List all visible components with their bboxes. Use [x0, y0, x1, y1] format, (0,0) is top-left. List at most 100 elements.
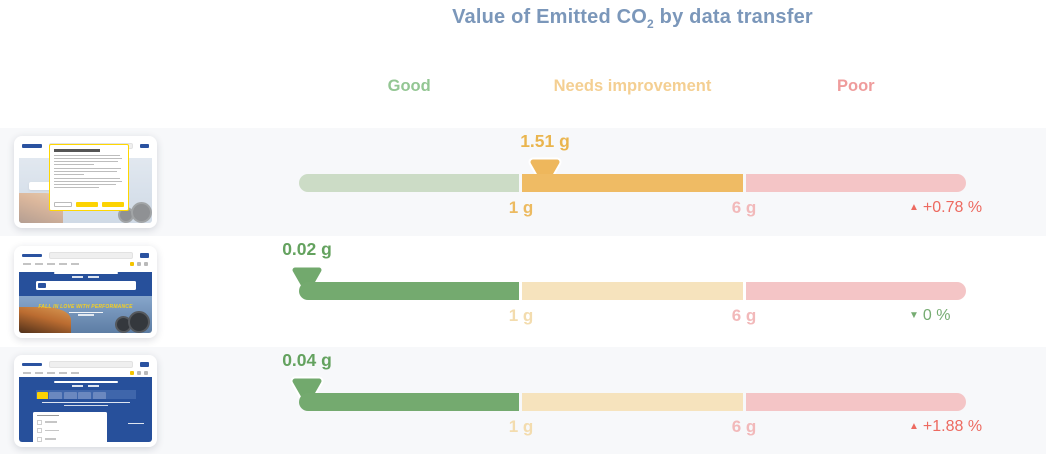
tab [92, 391, 106, 399]
gauge-tick-1g: 1 g [508, 306, 534, 325]
co2-gauge: 0.04 g 1 g 6 g ▲ +1.88 % [282, 347, 982, 454]
input-icon [37, 282, 46, 288]
gauge-tick-1g: 1 g [508, 417, 534, 436]
section-links [19, 385, 152, 387]
mini-nav-bar [19, 260, 152, 268]
nav-item [23, 372, 31, 374]
mini-browser-screenshot [19, 141, 152, 223]
trend-up-icon: ▲ [909, 421, 919, 432]
cookie-decline-button [54, 202, 72, 207]
text-line [54, 173, 84, 176]
gauge-segment-needs-improvement [522, 393, 743, 411]
cookie-consent-dialog [49, 144, 129, 211]
autumn-landscape-image [19, 306, 71, 333]
nav-item [59, 372, 67, 374]
hero-subline [68, 311, 103, 313]
michelin-logo [22, 253, 42, 258]
section-heading-line [53, 271, 118, 274]
trend-up-icon: ▲ [909, 202, 919, 213]
text-line [54, 163, 94, 165]
mini-header-button [140, 362, 149, 367]
text-line [54, 170, 117, 173]
title-prefix: Value of Emitted CO [452, 6, 648, 28]
gauge-bar [299, 393, 966, 411]
change-percentage-value: +1.88 % [922, 418, 983, 435]
band-header-poor: Poor [837, 77, 875, 95]
account-icon [137, 371, 141, 375]
gauge-bar [299, 282, 966, 300]
vehicle-dropdown-panel [33, 411, 107, 442]
co2-gauge: 0.02 g 1 g 6 g ▼ 0 % [282, 236, 966, 347]
gauge-segment-poor [746, 282, 966, 300]
basket-icon [144, 371, 148, 375]
tab [63, 391, 77, 399]
tire-image [131, 202, 152, 223]
change-percentage: ▲ +0.78 % [909, 199, 982, 217]
gauge-row-homepage: FALL IN LOVE WITH PERFORMANCE 0.02 g 1 g… [0, 236, 1046, 347]
title-subscript: 2 [647, 17, 654, 31]
michelin-logo [22, 144, 42, 148]
page-thumbnail-homepage: FALL IN LOVE WITH PERFORMANCE [14, 245, 157, 338]
text-line [54, 157, 122, 160]
gauge-segment-good [299, 282, 519, 300]
co2-gauge: 1.51 g 1 g 6 g ▲ +0.78 % [299, 128, 982, 236]
dropdown-header-line [37, 414, 59, 416]
mini-site-header [19, 359, 152, 370]
nav-item [35, 372, 43, 374]
gauge-segment-good [299, 393, 519, 411]
gauge-tick-6g: 6 g [731, 306, 757, 325]
mini-nav-bar [19, 369, 152, 377]
gauge-tick-6g: 6 g [731, 198, 757, 217]
nav-item [35, 263, 43, 265]
gauge-segment-poor [746, 174, 966, 192]
mini-header-button [140, 143, 149, 149]
nav-item [59, 263, 67, 265]
cookie-dialog-buttons [54, 202, 124, 207]
tab-active [36, 391, 48, 399]
text-line [54, 160, 118, 163]
gauge-tick-1g: 1 g [508, 198, 534, 217]
text-line [54, 155, 120, 157]
dealer-locator-icon [130, 371, 134, 375]
co2-value-label: 0.02 g [282, 239, 332, 259]
gauge-segment-needs-improvement [522, 174, 743, 192]
gauge-bar [299, 174, 966, 192]
dealer-locator-icon [130, 262, 134, 266]
page-thumbnail-vehicle-selector [14, 354, 157, 447]
dropdown-item [37, 419, 103, 425]
mini-search-bar [49, 361, 133, 368]
gauge-segment-needs-improvement [522, 282, 743, 300]
hero-headline: FALL IN LOVE WITH PERFORMANCE [38, 303, 133, 310]
nav-item [23, 263, 31, 265]
gauge-row-selector-page: 0.04 g 1 g 6 g ▲ +1.88 % [0, 347, 1046, 454]
gauge-segment-poor [746, 393, 966, 411]
gauge-tick-6g: 6 g [731, 417, 757, 436]
tire-search-input [35, 280, 136, 290]
mini-site-header [19, 250, 152, 261]
text-line [41, 401, 130, 403]
cookie-accept-button [102, 202, 124, 207]
change-percentage: ▲ +1.88 % [909, 418, 982, 436]
account-icon [137, 262, 141, 266]
nav-icons [130, 371, 148, 375]
gauge-marker-icon [290, 376, 324, 407]
co2-value-label: 0.04 g [282, 350, 332, 370]
band-header-row: Good Needs improvement Poor [299, 77, 966, 96]
text-line [54, 167, 121, 170]
tire-image [128, 310, 150, 333]
band-header-needs-improvement: Needs improvement [553, 77, 712, 95]
gauge-marker-icon [290, 265, 324, 296]
trend-down-icon: ▼ [909, 310, 919, 321]
hero-link [77, 314, 94, 316]
text-line [54, 180, 122, 183]
chart-title: Value of Emitted CO2 by data transfer [299, 6, 966, 31]
nav-item [47, 372, 55, 374]
tire-finder-section [19, 376, 152, 442]
nav-item [71, 372, 79, 374]
nav-icons [130, 262, 148, 266]
hero-image: FALL IN LOVE WITH PERFORMANCE [19, 295, 152, 333]
tab [49, 391, 62, 399]
dropdown-item [37, 436, 103, 442]
cookie-settings-button [76, 202, 98, 207]
